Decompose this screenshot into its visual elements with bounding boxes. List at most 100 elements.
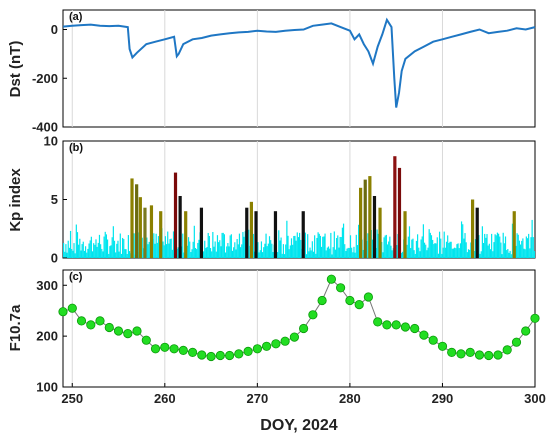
kp-background-bar: [509, 250, 511, 258]
kp-background-bar: [529, 248, 531, 258]
kp-background-bar: [117, 240, 119, 258]
panel-a-y-tick-label: -400: [32, 120, 58, 135]
kp-background-bar: [127, 235, 129, 258]
f107-point: [58, 307, 68, 317]
kp-background-bar: [267, 243, 269, 258]
kp-background-bar: [271, 243, 273, 258]
kp-background-bar: [97, 242, 99, 258]
kp-background-bar: [223, 234, 225, 258]
f107-point: [271, 339, 281, 349]
kp-background-bar: [196, 249, 198, 258]
kp-background-bar: [323, 236, 325, 258]
kp-background-bar: [141, 237, 143, 258]
kp-background-bar: [336, 238, 338, 258]
kp-background-bar: [242, 232, 244, 258]
kp-background-bar: [235, 249, 237, 258]
kp-background-bar: [213, 246, 215, 258]
kp-background-bar: [259, 250, 261, 258]
panel-a-y-tick-label: 0: [51, 22, 58, 37]
kp-background-bar: [66, 252, 68, 258]
kp-background-bar: [386, 244, 389, 258]
kp-background-bar: [422, 224, 424, 258]
kp-background-bar: [384, 235, 386, 258]
panel-c-y-axis-label: F10.7a: [7, 304, 24, 351]
kp-background-bar: [133, 233, 135, 258]
kp-background-bar: [317, 232, 319, 258]
kp-background-bar: [157, 236, 160, 258]
kp-background-bar: [352, 252, 354, 258]
kp-background-bar: [480, 251, 482, 258]
kp-storm-bar: [245, 207, 249, 258]
kp-background-bar: [192, 241, 194, 258]
panel-a-label: (a): [69, 11, 83, 23]
kp-background-bar: [322, 236, 324, 258]
kp-background-bar: [525, 236, 527, 258]
kp-background-bar: [75, 224, 77, 258]
f107-point: [326, 274, 336, 284]
kp-background-bar: [296, 232, 298, 258]
kp-background-bar: [222, 232, 224, 258]
kp-background-bar: [358, 224, 360, 258]
panel-b-y-tick-label: 0: [51, 251, 58, 266]
kp-background-bar: [126, 254, 128, 258]
kp-background-bar: [90, 236, 92, 258]
f107-point: [410, 323, 420, 334]
kp-background-bar: [436, 237, 438, 258]
kp-storm-bar: [159, 211, 163, 258]
kp-background-bar: [523, 248, 525, 258]
kp-background-bar: [429, 232, 431, 258]
kp-background-bar: [194, 247, 197, 258]
kp-background-bar: [153, 233, 155, 258]
kp-storm-bar: [173, 172, 178, 258]
kp-background-bar: [463, 238, 465, 258]
kp-background-bar: [104, 231, 106, 258]
kp-background-bar: [228, 246, 230, 258]
kp-background-bar: [115, 252, 117, 258]
kp-background-bar: [497, 233, 500, 258]
kp-background-bar: [442, 247, 444, 258]
kp-background-bar: [163, 245, 165, 258]
kp-background-bar: [333, 231, 335, 258]
kp-background-bar: [102, 251, 104, 258]
kp-background-bar: [458, 248, 460, 258]
kp-background-bar: [318, 233, 320, 258]
kp-background-bar: [227, 243, 229, 258]
kp-background-bar: [519, 244, 522, 258]
kp-background-bar: [207, 232, 209, 258]
kp-background-bar: [507, 248, 509, 258]
kp-background-bar: [109, 246, 111, 258]
kp-background-bar: [300, 239, 302, 258]
kp-background-bar: [124, 249, 126, 258]
kp-background-bar: [406, 244, 408, 258]
x-tick-label: 260: [154, 391, 176, 406]
kp-background-bar: [297, 237, 300, 258]
kp-background-bar: [447, 235, 449, 258]
kp-background-bar: [278, 230, 280, 258]
kp-background-bar: [304, 232, 306, 258]
kp-background-bar: [73, 243, 75, 258]
kp-background-bar: [279, 240, 281, 258]
f107-point: [261, 341, 272, 351]
kp-background-bar: [449, 241, 451, 258]
kp-background-bar: [487, 245, 489, 258]
kp-background-bar: [326, 247, 328, 258]
kp-background-bar: [432, 239, 434, 258]
kp-background-bar: [272, 251, 274, 258]
kp-background-bar: [355, 234, 357, 258]
kp-background-bar: [100, 244, 102, 258]
kp-background-bar: [354, 252, 356, 258]
kp-background-bar: [486, 234, 488, 258]
kp-background-bar: [68, 247, 70, 258]
f107-point: [484, 350, 494, 361]
f107-point: [530, 313, 540, 323]
kp-background-bar: [89, 240, 91, 258]
kp-background-bar: [311, 241, 313, 258]
kp-background-bar: [473, 251, 475, 258]
kp-background-bar: [193, 225, 195, 258]
kp-background-bar: [517, 234, 519, 258]
kp-background-bar: [331, 254, 333, 258]
panel-b-y-tick-label: 10: [44, 134, 58, 149]
kp-storm-bar: [149, 205, 154, 258]
kp-background-bar: [451, 248, 453, 258]
